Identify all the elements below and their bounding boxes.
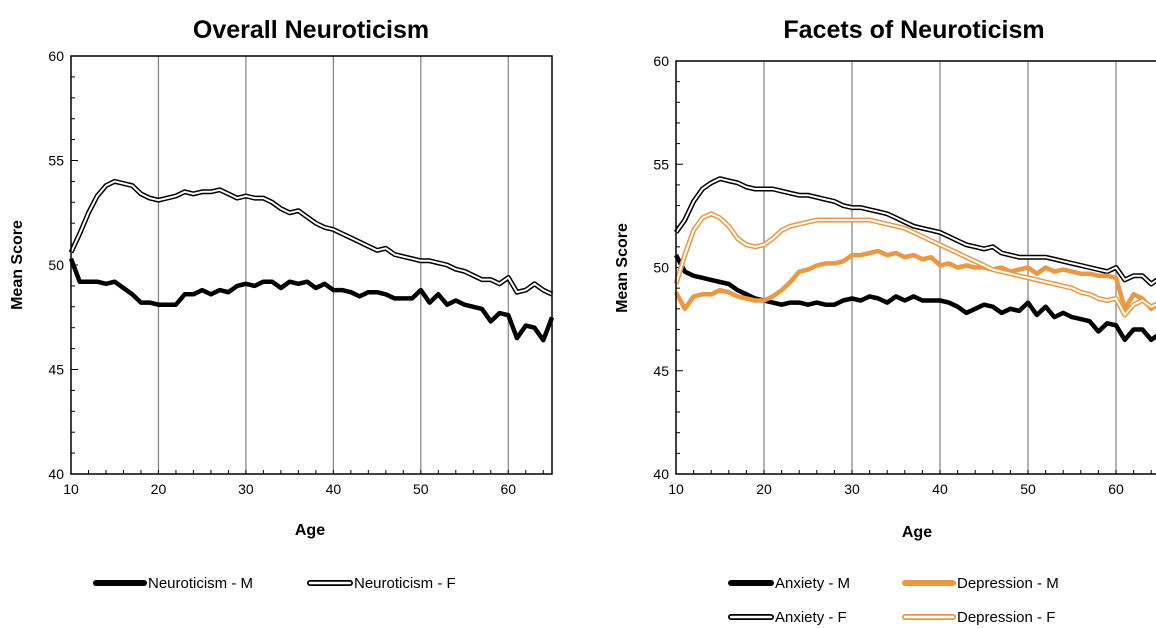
legend-label: Anxiety - M — [775, 575, 850, 592]
legend-item: Anxiety - M — [728, 575, 850, 592]
legend-item: Depression - F — [902, 609, 1055, 626]
series-lines — [68, 178, 555, 343]
gridlines — [157, 56, 509, 474]
legend: Anxiety - M Anxiety - F Depression - M Depr… — [728, 575, 1059, 626]
y-tick-label: 55 — [48, 153, 64, 169]
y-tick-label: 60 — [48, 48, 64, 64]
y-tick-label: 50 — [653, 260, 669, 276]
x-axis-label: Age — [902, 524, 932, 541]
series-core — [675, 212, 1156, 316]
series-line-3 — [673, 211, 1156, 318]
legend-label: Neuroticism - F — [354, 575, 456, 592]
series-stroke — [68, 257, 555, 343]
series-core — [675, 177, 1156, 285]
x-tick-label: 60 — [1108, 481, 1124, 497]
series-outline — [68, 178, 554, 297]
tick-labels: 40 45 50 55 60 10 20 30 40 50 60 — [48, 48, 516, 497]
chart-overall-neuroticism: Overall Neuroticism Mean Score Age 40 45 5… — [9, 16, 555, 592]
x-tick-label: 20 — [151, 481, 167, 497]
chart-title: Overall Neuroticism — [193, 16, 429, 44]
y-tick-label: 40 — [653, 466, 669, 482]
series-line-0 — [68, 257, 555, 343]
series-lines — [673, 176, 1156, 343]
y-axis-label: Mean Score — [614, 223, 631, 313]
x-tick-label: 10 — [668, 481, 684, 497]
chart-facets-of-neuroticism: Facets of Neuroticism Mean Score Age 404… — [614, 16, 1156, 626]
x-tick-label: 40 — [326, 481, 342, 497]
legend-label: Depression - F — [957, 609, 1055, 626]
series-line-1 — [68, 178, 554, 297]
legend: Neuroticism - M Neuroticism - F — [93, 575, 456, 592]
y-tick-label: 45 — [653, 363, 669, 379]
legend-item: Depression - M — [902, 575, 1059, 592]
chart-title: Facets of Neuroticism — [783, 16, 1044, 44]
x-axis-label: Age — [295, 522, 325, 539]
legend-item: Anxiety - F — [728, 609, 847, 626]
plot-area — [70, 55, 553, 475]
y-tick-label: 50 — [48, 257, 64, 273]
y-tick-label: 60 — [653, 53, 669, 69]
x-tick-label: 40 — [932, 481, 948, 497]
x-tick-label: 30 — [238, 481, 254, 497]
legend-label: Anxiety - F — [775, 609, 847, 626]
x-tick-label: 60 — [500, 481, 516, 497]
x-tick-label: 20 — [756, 481, 772, 497]
legend-label: Neuroticism - M — [148, 575, 253, 592]
legend-item: Neuroticism - M — [93, 575, 253, 592]
tick-labels: 40 45 50 55 60 10 20 30 40 50 60 — [653, 53, 1124, 497]
x-tick-label: 30 — [844, 481, 860, 497]
series-core — [70, 180, 553, 296]
legend-item: Neuroticism - F — [307, 575, 456, 592]
tick-marks — [70, 55, 544, 475]
x-tick-label: 10 — [63, 481, 79, 497]
series-stroke — [674, 248, 1156, 312]
legend-label: Depression - M — [957, 575, 1059, 592]
y-axis-label: Mean Score — [9, 220, 26, 310]
y-tick-label: 55 — [653, 156, 669, 172]
x-tick-label: 50 — [413, 481, 429, 497]
y-tick-label: 45 — [48, 362, 64, 378]
series-line-2 — [674, 248, 1156, 312]
y-tick-label: 40 — [48, 466, 64, 482]
x-tick-label: 50 — [1020, 481, 1036, 497]
plot-area — [675, 60, 1156, 475]
series-line-1 — [673, 176, 1156, 287]
